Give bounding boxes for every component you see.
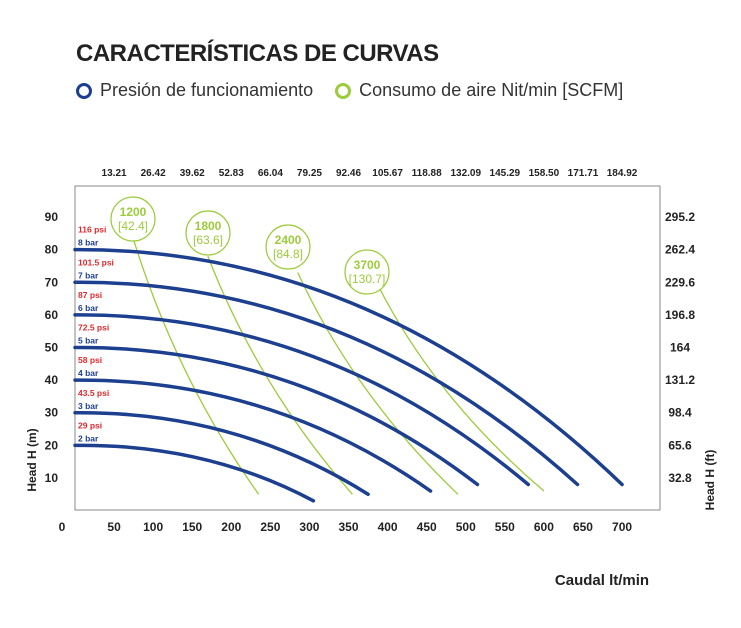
pressure-psi-label: 58 psi — [78, 355, 102, 365]
pressure-bar-label: 7 bar — [78, 270, 99, 280]
legend-pressure-icon — [76, 82, 92, 99]
y-right-tick-label: 295.2 — [665, 210, 695, 224]
x-axis-label: Caudal lt/min — [555, 572, 649, 589]
x-tick-label: 50 — [107, 520, 121, 534]
air-consumption-value: 2400 — [275, 233, 302, 247]
pressure-bar-label: 8 bar — [78, 238, 99, 248]
y-tick-label: 30 — [45, 406, 59, 420]
pressure-psi-label: 116 psi — [78, 225, 106, 235]
air-consumption-value: 1200 — [120, 205, 147, 219]
x-tick-label: 100 — [143, 520, 163, 534]
x-top-tick-label: 26.42 — [141, 168, 166, 179]
pressure-curve — [73, 247, 624, 487]
x-tick-label: 650 — [573, 520, 593, 534]
chart-title: CARACTERÍSTICAS DE CURVAS — [76, 40, 439, 67]
legend-item-pressure: Presión de funcionamiento — [76, 80, 313, 101]
pressure-bar-label: 5 bar — [78, 336, 99, 346]
y-axis-label-left: Head H (m) — [25, 428, 39, 491]
plot-frame — [74, 185, 661, 511]
y-tick-label: 70 — [45, 275, 59, 289]
air-consumption-value: 1800 — [195, 219, 222, 233]
y-tick-label: 40 — [45, 373, 59, 387]
pressure-curve — [73, 313, 531, 487]
pressure-bar-label: 4 bar — [78, 368, 99, 378]
pressure-psi-label: 43.5 psi — [78, 388, 109, 398]
air-consumption-value: 3700 — [354, 258, 381, 272]
x-top-tick-label: 39.62 — [180, 168, 205, 179]
x-top-tick-label: 66.04 — [258, 168, 283, 179]
x-tick-label: 550 — [495, 520, 515, 534]
x-tick-label: 200 — [221, 520, 241, 534]
x-tick-label: 0 — [59, 520, 66, 534]
x-top-tick-label: 184.92 — [607, 168, 638, 179]
legend-air-icon — [335, 82, 352, 99]
air-consumption-scfm: [63.6] — [193, 233, 223, 247]
pressure-curve — [73, 378, 433, 493]
y-right-tick-label: 196.8 — [665, 308, 695, 322]
x-top-tick-label: 79.25 — [297, 168, 322, 179]
y-right-tick-label: 262.4 — [665, 243, 695, 257]
x-top-tick-label: 171.71 — [568, 168, 599, 179]
x-tick-label: 450 — [417, 520, 437, 534]
legend-pressure-label: Presión de funcionamiento — [100, 80, 314, 100]
x-top-tick-label: 158.50 — [529, 168, 560, 179]
pressure-psi-label: 29 psi — [78, 420, 102, 430]
legend-air-label: Consumo de aire Nit/min [SCFM] — [359, 80, 624, 100]
y-right-tick-label: 229.6 — [665, 275, 695, 289]
air-consumption-marker — [265, 224, 311, 270]
pressure-psi-label: 101.5 psi — [78, 257, 114, 267]
x-top-tick-label: 105.67 — [372, 168, 403, 179]
x-tick-label: 300 — [299, 520, 319, 534]
y-tick-label: 90 — [45, 210, 59, 224]
air-consumption-line — [207, 255, 353, 495]
y-right-tick-label: 65.6 — [668, 438, 692, 452]
x-tick-label: 700 — [612, 520, 632, 534]
x-top-tick-label: 132.09 — [450, 168, 481, 179]
y-tick-label: 50 — [45, 341, 59, 355]
pressure-psi-label: 87 psi — [78, 290, 102, 300]
pressure-curve — [73, 443, 316, 503]
y-right-tick-label: 32.8 — [668, 471, 692, 485]
y-tick-label: 60 — [45, 308, 59, 322]
x-top-tick-label: 13.21 — [102, 168, 127, 179]
x-top-tick-label: 52.83 — [219, 168, 244, 179]
air-consumption-marker — [344, 249, 390, 295]
y-right-tick-label: 164 — [670, 341, 690, 355]
x-top-tick-label: 92.46 — [336, 168, 361, 179]
y-tick-label: 20 — [45, 438, 59, 452]
air-consumption-line — [297, 272, 459, 495]
air-consumption-marker — [110, 196, 156, 242]
air-consumption-scfm: [130.7] — [349, 272, 386, 286]
x-tick-label: 350 — [339, 520, 359, 534]
x-top-tick-label: 145.29 — [490, 168, 521, 179]
air-consumption-line — [132, 239, 260, 495]
y-right-tick-label: 131.2 — [665, 373, 695, 387]
pressure-bar-label: 3 bar — [78, 401, 99, 411]
x-tick-label: 250 — [260, 520, 280, 534]
y-tick-label: 80 — [45, 243, 59, 257]
x-tick-label: 500 — [456, 520, 476, 534]
x-tick-label: 150 — [182, 520, 202, 534]
pressure-curve — [73, 280, 580, 487]
air-consumption-line — [379, 288, 545, 492]
pressure-bar-label: 2 bar — [78, 433, 99, 443]
x-tick-label: 600 — [534, 520, 554, 534]
y-axis-label-right: Head H (ft) — [703, 450, 717, 511]
legend: Presión de funcionamiento Consumo de air… — [76, 80, 645, 101]
x-top-tick-label: 118.88 — [412, 168, 442, 179]
air-consumption-marker — [185, 210, 231, 256]
air-consumption-scfm: [84.8] — [273, 247, 303, 261]
y-tick-label: 10 — [45, 471, 59, 485]
pressure-bar-label: 6 bar — [78, 303, 99, 313]
pressure-curve — [73, 410, 370, 497]
legend-item-air: Consumo de aire Nit/min [SCFM] — [335, 80, 623, 101]
y-right-tick-label: 98.4 — [668, 406, 692, 420]
x-tick-label: 400 — [378, 520, 398, 534]
pressure-psi-label: 72.5 psi — [78, 323, 109, 333]
pressure-curve — [73, 345, 480, 487]
air-consumption-scfm: [42.4] — [118, 219, 148, 233]
